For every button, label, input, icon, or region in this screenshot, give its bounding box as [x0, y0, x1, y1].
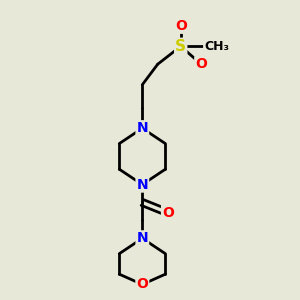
Text: O: O [195, 57, 207, 71]
Text: O: O [136, 278, 148, 291]
Text: O: O [162, 206, 174, 220]
Text: CH₃: CH₃ [204, 40, 229, 53]
Text: N: N [136, 231, 148, 245]
Text: N: N [136, 178, 148, 192]
Text: O: O [175, 19, 187, 33]
Text: N: N [136, 121, 148, 135]
Text: S: S [175, 39, 186, 54]
